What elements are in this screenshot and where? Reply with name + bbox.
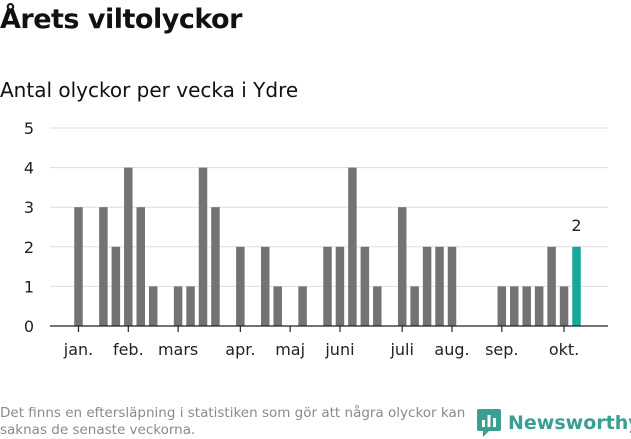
bar-week-35 <box>497 286 507 326</box>
x-tick-label-9: okt. <box>549 340 579 359</box>
weekly-accidents-bar-chart: 0 1 2 3 4 5 jan. feb. mars apr. maj juni juli aug. se… <box>24 119 608 359</box>
x-tick-label-0: jan. <box>63 340 93 359</box>
bar-week-31 <box>447 246 457 326</box>
bars <box>74 167 581 326</box>
bar-week-11 <box>198 167 208 326</box>
footnote: Det finns en eftersläpning i statistiken… <box>0 405 466 438</box>
y-tick-label-2: 2 <box>24 238 34 257</box>
bar-week-25 <box>373 286 382 326</box>
newsworthy-logo-icon <box>477 409 501 437</box>
bar-week-23 <box>348 167 357 326</box>
y-tick-label-5: 5 <box>24 119 34 138</box>
x-tick-label-5: juni <box>324 340 354 359</box>
bar-week-27 <box>397 207 407 326</box>
bar-week-36 <box>510 286 519 326</box>
x-tick-label-1: feb. <box>113 340 144 359</box>
bar-week-4 <box>111 246 121 326</box>
x-tick-label-8: sep. <box>485 340 518 359</box>
bar-week-9 <box>173 286 183 326</box>
bar-week-24 <box>360 246 370 326</box>
bar-week-7 <box>148 286 158 326</box>
bar-week-30 <box>435 246 444 326</box>
y-tick-label-0: 0 <box>24 317 34 336</box>
bar-week-21 <box>323 246 332 326</box>
y-axis-ticks: 0 1 2 3 4 5 <box>24 119 34 336</box>
y-tick-label-1: 1 <box>24 277 34 296</box>
x-tick-label-7: aug. <box>434 340 469 359</box>
x-tick-label-6: juli <box>389 340 413 359</box>
bar-week-39 <box>547 246 556 326</box>
bar-week-3 <box>99 207 108 326</box>
bar-week-22 <box>335 246 345 326</box>
bar-week-29 <box>422 246 432 326</box>
bar-week-14 <box>236 246 245 326</box>
x-tick-label-3: apr. <box>225 340 255 359</box>
data-label-week-41: 2 <box>571 216 581 235</box>
bar-week-17 <box>273 286 282 326</box>
x-tick-label-2: mars <box>158 340 198 359</box>
bar-week-16 <box>261 246 270 326</box>
chart-title: Årets viltolyckor <box>0 4 242 35</box>
brand-logo: Newsworthy <box>476 408 631 438</box>
bar-week-12 <box>211 207 220 326</box>
bar-week-40 <box>559 286 569 326</box>
data-labels: 2 <box>571 216 581 235</box>
bar-week-41 <box>572 246 581 326</box>
y-tick-label-4: 4 <box>24 159 34 178</box>
bar-week-6 <box>136 207 145 326</box>
bar-week-10 <box>186 286 195 326</box>
bar-week-5 <box>124 167 133 326</box>
y-tick-label-3: 3 <box>24 198 34 217</box>
bar-week-1 <box>74 207 83 326</box>
brand-name: Newsworthy <box>508 412 631 434</box>
chart-subtitle: Antal olyckor per vecka i Ydre <box>0 78 299 102</box>
x-tick-label-4: maj <box>275 340 305 359</box>
bar-week-19 <box>298 286 307 326</box>
bar-week-28 <box>410 286 419 326</box>
x-axis-ticks: jan. feb. mars apr. maj juni juli aug. sep. okt. <box>63 326 579 359</box>
bar-week-38 <box>534 286 544 326</box>
bar-week-37 <box>522 286 531 326</box>
